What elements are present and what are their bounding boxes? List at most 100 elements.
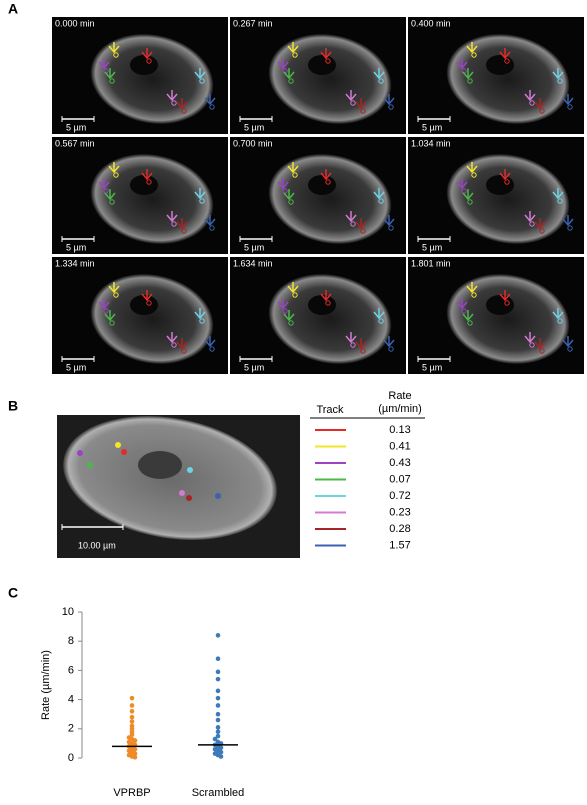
track-arrow-head [166, 335, 178, 344]
track-spot [467, 78, 473, 84]
data-point [215, 695, 221, 701]
track-spot [504, 58, 510, 64]
data-point [132, 746, 138, 752]
track-arrow-head [355, 341, 367, 350]
track-arrow-head [108, 45, 120, 54]
track-arrow-head [456, 61, 468, 70]
track-spot [471, 292, 477, 298]
track-spot [109, 78, 115, 84]
panel-label: B [8, 398, 18, 414]
track-spot [199, 78, 205, 84]
track-arrow-head [383, 339, 395, 348]
track-arrow-head [194, 71, 206, 80]
data-point [212, 736, 218, 742]
time-label: 1.034 min [411, 138, 451, 148]
track-spot [539, 228, 545, 234]
panel-label: C [8, 585, 18, 601]
data-point [132, 754, 138, 760]
scale-label: 5 µm [422, 242, 442, 252]
track-spot [179, 490, 185, 496]
track-spot [87, 462, 93, 468]
track-spot [146, 58, 152, 64]
scale-label: 5 µm [422, 122, 442, 132]
track-spot [325, 58, 331, 64]
track-spot [146, 179, 152, 185]
track-spot [171, 100, 177, 106]
track-spot [292, 52, 298, 58]
track-spot [109, 199, 115, 205]
track-spot [215, 493, 221, 499]
track-arrow-head [456, 301, 468, 310]
cell [446, 34, 570, 124]
track-arrow-head [373, 311, 385, 320]
track-spot [388, 104, 394, 110]
track-arrow-head [355, 221, 367, 230]
track-arrow-head [141, 172, 153, 181]
nucleolus [308, 175, 336, 195]
nucleolus [486, 295, 514, 315]
track-arrow-head [283, 71, 295, 80]
track-arrow-head [524, 335, 536, 344]
x-tick-label: Scrambled [192, 787, 245, 799]
data-point [129, 695, 135, 701]
track-arrow-head [562, 97, 574, 106]
data-point [129, 714, 135, 720]
track-arrow-head [176, 341, 188, 350]
track-arrow-head [176, 221, 188, 230]
time-label: 1.801 min [411, 258, 451, 268]
track-spot [209, 346, 215, 352]
track-rate: 0.43 [389, 457, 410, 469]
track-spot [209, 104, 215, 110]
track-arrow-head [141, 293, 153, 302]
track-arrow-head [176, 101, 188, 110]
data-point [218, 754, 224, 759]
data-point [215, 733, 221, 739]
track-spot [529, 100, 535, 106]
time-label: 0.267 min [233, 18, 273, 28]
track-arrow-head [466, 165, 478, 174]
data-point [215, 729, 221, 735]
track-spot [288, 78, 294, 84]
nucleolus [130, 295, 158, 315]
track-spot [209, 225, 215, 231]
track-arrow-head [534, 101, 546, 110]
nucleolus [130, 55, 158, 75]
data-point [132, 751, 138, 756]
data-point [129, 703, 135, 708]
track-arrow-head [287, 45, 299, 54]
nucleolus [308, 295, 336, 315]
track-arrow-head [287, 165, 299, 174]
track-spot [325, 179, 331, 185]
track-rate: 0.23 [389, 506, 410, 518]
track-rate: 0.28 [389, 523, 410, 535]
data-point [215, 711, 221, 717]
track-arrow-head [534, 221, 546, 230]
track-arrow-head [166, 93, 178, 102]
time-label: 0.567 min [55, 138, 95, 148]
track-arrow-head [462, 313, 474, 322]
track-spot [467, 199, 473, 205]
track-spot [360, 228, 366, 234]
track-arrow-head [466, 45, 478, 54]
scale-label: 5 µm [244, 362, 264, 372]
track-arrow-head [373, 71, 385, 80]
track-spot [113, 292, 119, 298]
track-arrow-head [277, 181, 289, 190]
track-arrow-head [562, 218, 574, 227]
track-spot [388, 346, 394, 352]
x-tick-label: VPRBP [113, 787, 150, 799]
track-arrow-head [499, 172, 511, 181]
cell [446, 154, 570, 244]
track-spot [292, 172, 298, 178]
track-arrow-head [204, 218, 216, 227]
track-arrow-head [204, 97, 216, 106]
track-rate: 0.41 [389, 440, 410, 452]
track-spot [109, 320, 115, 326]
data-point [215, 725, 221, 730]
y-tick-label: 8 [68, 635, 74, 647]
track-spot [181, 108, 187, 114]
time-label: 0.700 min [233, 138, 273, 148]
track-spot [529, 221, 535, 227]
scale-label: 5 µm [244, 122, 264, 132]
